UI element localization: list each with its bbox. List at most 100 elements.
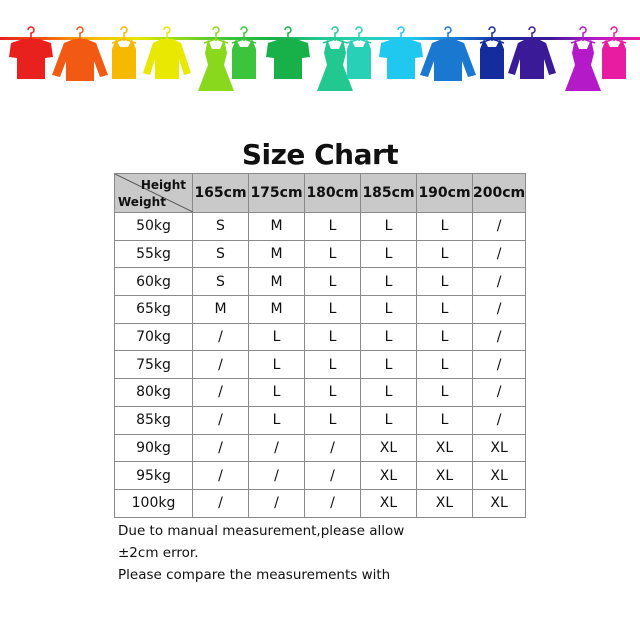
table-row: 80kg / L L L L / (114, 378, 527, 407)
column-header: 200cm (471, 173, 527, 213)
size-cell: L (248, 405, 305, 435)
garment-sweater-icon (508, 26, 556, 79)
garment-tank-icon (601, 26, 627, 79)
weight-label: Weight (118, 195, 166, 209)
page-title: Size Chart (241, 138, 399, 171)
table-row: 100kg / / / XL XL XL (114, 488, 527, 518)
size-cell: L (416, 212, 473, 241)
note-line: ±2cm error. (118, 545, 199, 561)
weight-cell: 70kg (114, 322, 193, 352)
weight-cell: 60kg (114, 267, 193, 297)
size-cell: L (416, 239, 473, 269)
size-cell: / (192, 322, 249, 352)
size-cell: S (192, 267, 249, 297)
weight-cell: 55kg (114, 239, 193, 269)
size-cell: M (192, 295, 249, 324)
garment-shirt-icon (9, 26, 53, 79)
size-cell: XL (471, 488, 527, 518)
garment-tank-icon (111, 26, 137, 79)
table-row: 65kg M M L L L / (114, 295, 527, 324)
size-cell: L (304, 378, 361, 407)
table-row: 85kg / L L L L / (114, 405, 527, 435)
weight-cell: 90kg (114, 433, 193, 463)
size-cell: XL (360, 461, 417, 490)
weight-cell: 95kg (114, 461, 193, 490)
size-cell: / (471, 405, 527, 435)
clothes-banner-image (0, 26, 640, 91)
size-cell: L (248, 350, 305, 380)
table-row: 60kg S M L L L / (114, 267, 527, 297)
size-cell: / (192, 405, 249, 435)
size-cell: L (248, 378, 305, 407)
column-header: 175cm (248, 173, 305, 213)
size-cell: / (192, 488, 249, 518)
size-cell: L (304, 212, 361, 241)
size-chart-table: Height Weight 165cm 175cm 180cm 185cm 19… (114, 173, 527, 518)
garment-dress-icon (198, 26, 234, 91)
diagonal-divider (115, 174, 193, 212)
size-cell: L (304, 267, 361, 297)
size-cell: L (248, 322, 305, 352)
weight-cell: 80kg (114, 378, 193, 407)
size-cell: / (192, 461, 249, 490)
size-cell: M (248, 267, 305, 297)
size-cell: XL (416, 488, 473, 518)
column-header: 190cm (416, 173, 473, 213)
garment-dress-icon (317, 26, 353, 91)
column-header: 165cm (192, 173, 249, 213)
size-cell: L (304, 322, 361, 352)
column-header: 180cm (304, 173, 361, 213)
header-row: Height Weight 165cm 175cm 180cm 185cm 19… (114, 173, 527, 213)
weight-cell: 50kg (114, 212, 193, 241)
size-cell: L (416, 405, 473, 435)
size-cell: L (360, 350, 417, 380)
size-cell: / (192, 350, 249, 380)
garment-tank-icon (346, 26, 372, 79)
size-cell: S (192, 239, 249, 269)
size-cell: L (360, 378, 417, 407)
size-cell: L (416, 378, 473, 407)
garment-jacket-icon (420, 26, 476, 81)
size-cell: / (471, 267, 527, 297)
corner-cell: Height Weight (114, 173, 193, 213)
size-cell: S (192, 212, 249, 241)
size-cell: / (471, 322, 527, 352)
size-cell: M (248, 295, 305, 324)
size-cell: / (248, 488, 305, 518)
size-cell: XL (360, 488, 417, 518)
size-cell: / (304, 461, 361, 490)
size-cell: XL (416, 433, 473, 463)
size-cell: L (360, 239, 417, 269)
size-cell: / (471, 295, 527, 324)
size-cell: L (416, 322, 473, 352)
measurement-note: Due to manual measurement,please allow ±… (118, 520, 404, 586)
size-cell: / (304, 433, 361, 463)
size-cell: L (360, 322, 417, 352)
size-cell: / (248, 433, 305, 463)
size-cell: L (416, 350, 473, 380)
size-cell: M (248, 239, 305, 269)
garment-shirt-icon (379, 26, 423, 79)
table-row: 90kg / / / XL XL XL (114, 433, 527, 463)
size-cell: L (360, 405, 417, 435)
weight-cell: 75kg (114, 350, 193, 380)
weight-cell: 100kg (114, 488, 193, 518)
size-cell: L (416, 295, 473, 324)
garment-tank-icon (231, 26, 257, 79)
size-cell: XL (471, 433, 527, 463)
table-row: 55kg S M L L L / (114, 239, 527, 269)
size-cell: / (304, 488, 361, 518)
size-cell: L (360, 267, 417, 297)
table-row: 50kg S M L L L / (114, 212, 527, 241)
table-row: 95kg / / / XL XL XL (114, 461, 527, 490)
clothes-rod (0, 37, 640, 40)
size-cell: / (471, 239, 527, 269)
note-line: Due to manual measurement,please allow (118, 523, 405, 539)
size-cell: XL (416, 461, 473, 490)
table-row: 70kg / L L L L / (114, 322, 527, 352)
garment-sweater-icon (143, 26, 191, 79)
weight-cell: 85kg (114, 405, 193, 435)
size-cell: XL (360, 433, 417, 463)
size-cell: / (248, 461, 305, 490)
size-cell: XL (471, 461, 527, 490)
